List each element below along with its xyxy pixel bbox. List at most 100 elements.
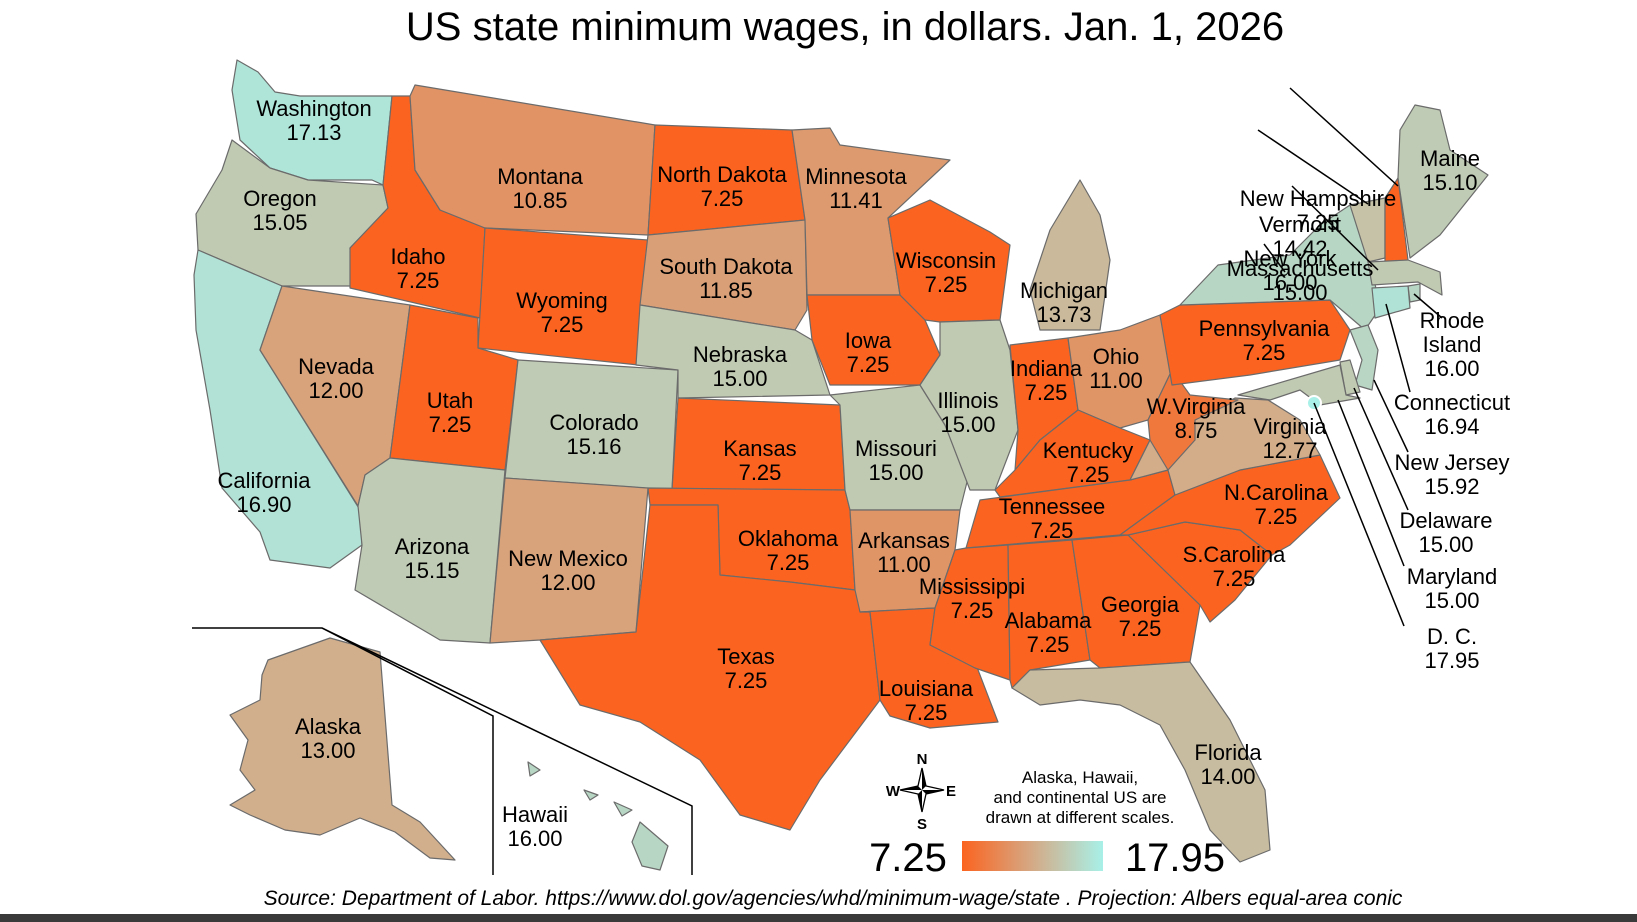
state-label-oklahoma-wage: 7.25 [767,550,810,575]
state-label-massachusetts-name: Massachusetts [1227,256,1374,281]
compass-w: W [886,783,901,800]
state-label-michigan: Michigan 13.73 [1020,278,1108,327]
state-label-florida-wage: 14.00 [1200,764,1255,789]
state-label-hawaii: Hawaii 16.00 [502,802,568,851]
state-label-michigan-name: Michigan [1020,278,1108,303]
state-label-maryland: Maryland 15.00 [1407,564,1497,613]
state-label-s-carolina: S.Carolina 7.25 [1183,542,1286,591]
note-line-3: drawn at different scales. [986,808,1175,827]
state-label-pennsylvania-name: Pennsylvania [1199,316,1331,341]
state-label-kansas-wage: 7.25 [739,460,782,485]
state-label-s-carolina-wage: 7.25 [1213,566,1256,591]
state-label-oregon-wage: 15.05 [252,210,307,235]
state-label-vermont: Vermont 14.42 [1259,212,1341,261]
state-label-minnesota-name: Minnesota [805,164,907,189]
state-label-new-hampshire-name: New Hampshire [1240,186,1397,211]
state-label-wyoming-wage: 7.25 [541,312,584,337]
state-label-montana-wage: 10.85 [512,188,567,213]
state-label-oklahoma-name: Oklahoma [738,526,839,551]
leader-lines [1257,87,1443,627]
state-label-tennessee: Tennessee 7.25 [999,494,1105,543]
state-label-new-mexico-wage: 12.00 [540,570,595,595]
state-label-ohio-name: Ohio [1093,344,1139,369]
leader-line-delaware [1353,387,1409,511]
state-shape-connecticut [1371,285,1411,319]
state-label-utah-name: Utah [427,388,473,413]
state-label-new-york: New York 16.00 [1244,246,1338,295]
state-label-d-c-name: D. C. [1427,624,1477,649]
state-label-alabama-wage: 7.25 [1027,632,1070,657]
state-label-alaska-wage: 13.00 [300,738,355,763]
leader-line-massachusetts [1291,185,1379,271]
legend-max-label: 17.95 [1125,836,1225,880]
state-label-colorado: Colorado 15.16 [549,410,638,459]
state-label-iowa-wage: 7.25 [847,352,890,377]
state-label-n-carolina-wage: 7.25 [1255,504,1298,529]
state-label-rhode-island-name: Rhode [1420,308,1485,333]
note-line-1: Alaska, Hawaii, [1022,768,1138,787]
state-label-mississippi-wage: 7.25 [951,598,994,623]
state-label-oregon: Oregon 15.05 [243,186,316,235]
state-shape-maryland [1237,364,1361,406]
state-label-rhode-island-name2: Island [1423,332,1482,357]
state-label-texas-wage: 7.25 [725,668,768,693]
state-label-montana: Montana 10.85 [497,164,583,213]
state-label-w-virginia-name: W.Virginia [1147,394,1246,419]
state-label-wyoming: Wyoming 7.25 [516,288,608,337]
state-shape-hawaii-island-3 [631,821,669,871]
leader-line-maryland [1337,399,1405,567]
bottom-border [0,914,1637,922]
state-label-illinois-wage: 15.00 [940,412,995,437]
state-label-indiana: Indiana 7.25 [1010,356,1083,405]
inset-frame [192,627,693,875]
state-label-rhode-island-wage: 16.00 [1424,356,1479,381]
state-label-minnesota: Minnesota 11.41 [805,164,907,213]
state-label-tennessee-wage: 7.25 [1031,518,1074,543]
state-label-nevada-wage: 12.00 [308,378,363,403]
state-label-kentucky-name: Kentucky [1043,438,1134,463]
state-shape-hawaii-island-2 [613,801,633,817]
state-label-idaho-name: Idaho [390,244,445,269]
state-label-colorado-name: Colorado [549,410,638,435]
state-shape-hawaii-island-1 [583,789,599,801]
state-label-minnesota-wage: 11.41 [829,188,882,213]
state-label-michigan-wage: 13.73 [1036,302,1091,327]
map-title: US state minimum wages, in dollars. Jan.… [406,5,1284,49]
state-label-texas-name: Texas [717,644,774,669]
state-label-nevada: Nevada 12.00 [298,354,375,403]
state-label-pennsylvania: Pennsylvania 7.25 [1199,316,1331,365]
state-label-utah: Utah 7.25 [427,388,473,437]
state-label-w-virginia: W.Virginia 8.75 [1147,394,1246,443]
state-label-maryland-name: Maryland [1407,564,1497,589]
state-label-delaware-wage: 15.00 [1418,532,1473,557]
state-label-south-dakota: South Dakota 11.85 [659,254,793,303]
state-label-missouri-wage: 15.00 [868,460,923,485]
state-label-louisiana: Louisiana 7.25 [879,676,974,725]
state-label-california: California 16.90 [218,468,312,517]
compass-rose: N S E W [886,751,956,833]
state-label-washington-wage: 17.13 [286,120,341,145]
state-label-new-mexico-name: New Mexico [508,546,628,571]
state-label-indiana-name: Indiana [1010,356,1083,381]
source-note: Source: Department of Labor. https://www… [264,887,1403,910]
state-label-illinois-name: Illinois [937,388,998,413]
state-label-kansas-name: Kansas [723,436,796,461]
state-label-ohio: Ohio 11.00 [1089,344,1142,393]
state-label-iowa-name: Iowa [845,328,892,353]
state-label-new-york-wage: 16.00 [1262,270,1317,295]
state-label-nebraska-name: Nebraska [693,342,788,367]
state-label-maine-wage: 15.10 [1422,170,1477,195]
state-label-south-dakota-name: South Dakota [659,254,793,279]
state-label-georgia-name: Georgia [1101,592,1180,617]
state-shape-texas [539,504,881,831]
state-label-wisconsin-name: Wisconsin [896,248,996,273]
state-label-maryland-wage: 15.00 [1424,588,1479,613]
state-label-washington: Washington 17.13 [256,96,371,145]
state-shape-south-dakota [639,219,808,331]
state-shape-washington [231,59,393,186]
leader-line-new-york [1263,243,1286,273]
state-label-florida-name: Florida [1194,740,1262,765]
state-label-alabama: Alabama 7.25 [1005,608,1093,657]
state-label-wyoming-name: Wyoming [516,288,608,313]
